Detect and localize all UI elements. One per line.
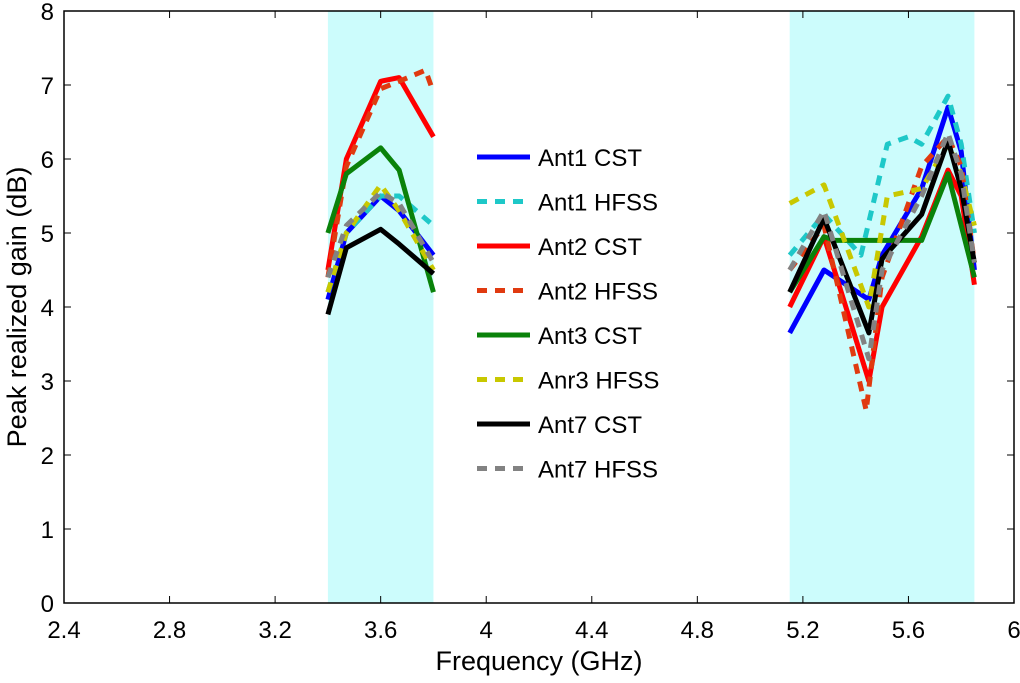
x-tick-label: 3.2 [258, 617, 291, 644]
y-tick-label: 7 [41, 73, 54, 100]
y-tick-label: 4 [41, 295, 54, 322]
x-axis-label: Frequency (GHz) [435, 646, 642, 676]
y-tick-label: 8 [41, 0, 54, 26]
x-tick-label: 5.2 [786, 617, 819, 644]
x-tick-label: 5.6 [892, 617, 925, 644]
x-tick-label: 2.8 [153, 617, 186, 644]
y-tick-label: 1 [41, 517, 54, 544]
y-axis-label: Peak realized gain (dB) [2, 167, 32, 448]
legend-label: Ant1 HFSS [538, 190, 658, 217]
legend-label: Anr3 HFSS [538, 368, 659, 395]
series-line-anr3-hfss [788, 141, 977, 310]
x-tick-label: 6 [1007, 617, 1020, 644]
y-tick-label: 0 [41, 591, 54, 618]
y-tick-label: 6 [41, 147, 54, 174]
legend-label: Ant1 CST [538, 145, 642, 172]
series-line-anr3-hfss [325, 182, 436, 293]
x-tick-label: 4.4 [575, 617, 608, 644]
x-tick-label: 4 [480, 617, 493, 644]
legend: Ant1 CST Ant1 HFSS Ant2 CST Ant2 HFSS Ant3 C… [477, 145, 659, 484]
series-line-ant1-hfss [787, 93, 977, 258]
y-tick-label: 3 [41, 369, 54, 396]
legend-label: Ant2 CST [538, 234, 642, 261]
series-line-ant7-hfss [325, 189, 436, 279]
x-tick-label: 2.4 [47, 617, 80, 644]
y-tick-label: 5 [41, 221, 54, 248]
y-tick-label: 2 [41, 443, 54, 470]
legend-label: Ant2 HFSS [538, 279, 658, 306]
series-line-ant7-cst [325, 226, 436, 316]
x-tick-label: 3.6 [364, 617, 397, 644]
legend-label: Ant3 CST [538, 323, 642, 350]
legend-label: Ant7 HFSS [538, 457, 658, 484]
series-line-ant3-cst [325, 145, 436, 293]
series-line-ant7-hfss [787, 130, 977, 362]
legend-label: Ant7 CST [538, 412, 642, 439]
shaded-band-0 [327, 11, 434, 603]
x-tick-label: 4.8 [681, 617, 714, 644]
